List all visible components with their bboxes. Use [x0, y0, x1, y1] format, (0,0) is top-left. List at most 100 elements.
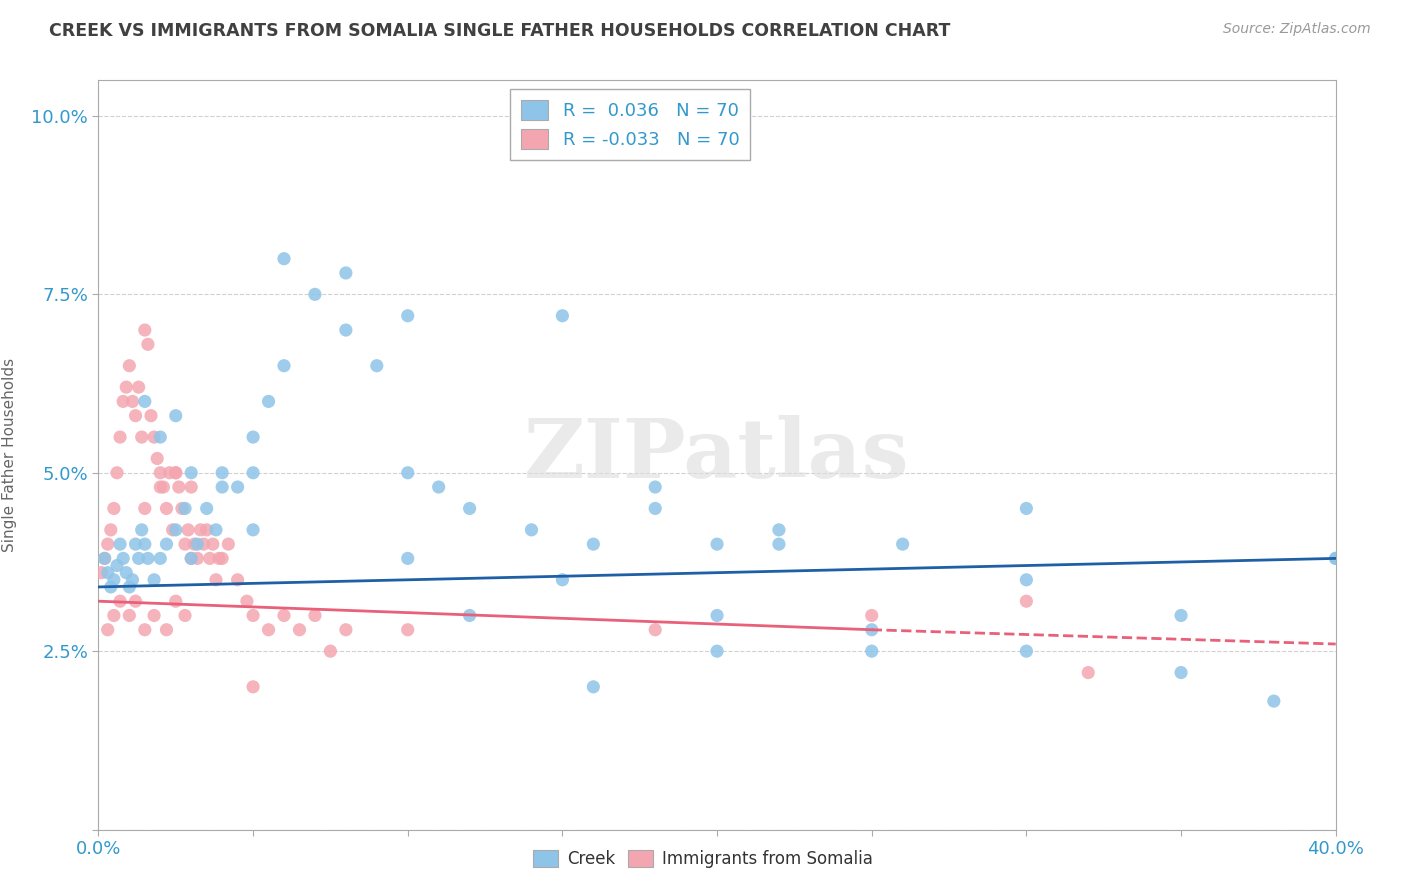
- Point: [273, 359, 295, 373]
- Point: [335, 266, 357, 280]
- Point: [162, 523, 184, 537]
- Point: [242, 466, 264, 480]
- Point: [186, 551, 208, 566]
- Point: [1263, 694, 1285, 708]
- Point: [134, 623, 156, 637]
- Point: [226, 480, 249, 494]
- Point: [180, 551, 202, 566]
- Point: [768, 523, 790, 537]
- Point: [242, 608, 264, 623]
- Point: [100, 523, 122, 537]
- Point: [891, 537, 914, 551]
- Point: [396, 466, 419, 480]
- Point: [860, 608, 883, 623]
- Point: [458, 608, 481, 623]
- Point: [103, 608, 125, 623]
- Point: [226, 573, 249, 587]
- Point: [118, 359, 141, 373]
- Point: [121, 573, 143, 587]
- Point: [304, 608, 326, 623]
- Point: [208, 551, 231, 566]
- Point: [205, 523, 228, 537]
- Point: [860, 644, 883, 658]
- Point: [1015, 644, 1038, 658]
- Point: [205, 573, 228, 587]
- Point: [103, 573, 125, 587]
- Point: [582, 680, 605, 694]
- Point: [112, 394, 135, 409]
- Y-axis label: Single Father Households: Single Father Households: [3, 358, 17, 552]
- Point: [644, 623, 666, 637]
- Point: [93, 551, 115, 566]
- Point: [152, 480, 174, 494]
- Point: [195, 523, 218, 537]
- Point: [155, 623, 177, 637]
- Point: [211, 480, 233, 494]
- Point: [257, 394, 280, 409]
- Point: [134, 501, 156, 516]
- Point: [143, 608, 166, 623]
- Point: [124, 537, 146, 551]
- Point: [105, 466, 128, 480]
- Point: [103, 501, 125, 516]
- Point: [180, 551, 202, 566]
- Point: [706, 644, 728, 658]
- Point: [97, 623, 120, 637]
- Point: [183, 537, 205, 551]
- Point: [90, 566, 112, 580]
- Point: [860, 623, 883, 637]
- Point: [105, 558, 128, 573]
- Point: [108, 537, 131, 551]
- Point: [174, 501, 197, 516]
- Point: [128, 380, 150, 394]
- Point: [211, 466, 233, 480]
- Point: [644, 480, 666, 494]
- Point: [366, 359, 388, 373]
- Point: [1077, 665, 1099, 680]
- Point: [706, 608, 728, 623]
- Point: [180, 480, 202, 494]
- Point: [520, 523, 543, 537]
- Point: [165, 466, 187, 480]
- Point: [146, 451, 169, 466]
- Point: [108, 594, 131, 608]
- Point: [139, 409, 162, 423]
- Point: [768, 537, 790, 551]
- Point: [149, 551, 172, 566]
- Point: [396, 309, 419, 323]
- Point: [1015, 594, 1038, 608]
- Point: [149, 430, 172, 444]
- Point: [458, 501, 481, 516]
- Point: [118, 608, 141, 623]
- Point: [121, 394, 143, 409]
- Point: [174, 608, 197, 623]
- Point: [115, 380, 138, 394]
- Point: [1170, 665, 1192, 680]
- Point: [136, 551, 159, 566]
- Point: [155, 537, 177, 551]
- Point: [134, 537, 156, 551]
- Point: [100, 580, 122, 594]
- Point: [93, 551, 115, 566]
- Point: [165, 466, 187, 480]
- Point: [242, 430, 264, 444]
- Point: [242, 523, 264, 537]
- Point: [706, 537, 728, 551]
- Point: [136, 337, 159, 351]
- Point: [177, 523, 200, 537]
- Point: [124, 409, 146, 423]
- Point: [186, 537, 208, 551]
- Point: [582, 537, 605, 551]
- Point: [143, 430, 166, 444]
- Point: [335, 323, 357, 337]
- Point: [1324, 551, 1347, 566]
- Point: [131, 523, 153, 537]
- Point: [1324, 551, 1347, 566]
- Point: [319, 644, 342, 658]
- Point: [118, 580, 141, 594]
- Text: Source: ZipAtlas.com: Source: ZipAtlas.com: [1223, 22, 1371, 37]
- Point: [174, 537, 197, 551]
- Point: [201, 537, 224, 551]
- Point: [124, 594, 146, 608]
- Point: [211, 551, 233, 566]
